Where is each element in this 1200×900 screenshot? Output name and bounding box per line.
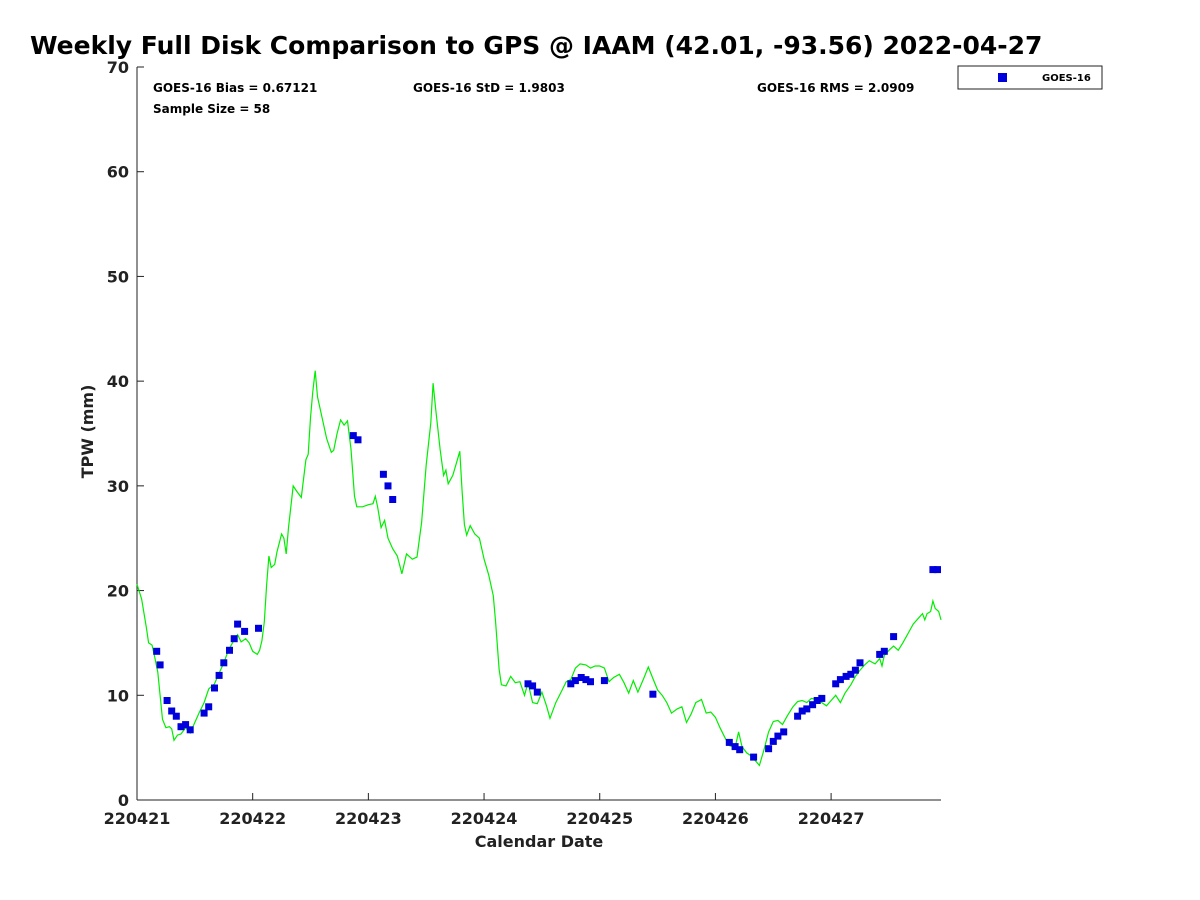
goes-16-point	[168, 707, 176, 715]
goes-16-point	[649, 690, 657, 698]
y-tick-label: 70	[107, 58, 129, 77]
x-tick-label: 220425	[566, 809, 633, 828]
goes-16-point	[836, 676, 844, 684]
goes-16-point	[876, 650, 884, 658]
y-tick-label: 20	[107, 582, 129, 601]
bias-stat: GOES-16 Bias = 0.67121	[153, 81, 317, 95]
goes-16-point	[731, 743, 739, 751]
goes-16-point	[177, 723, 185, 731]
x-tick-label: 220422	[219, 809, 286, 828]
goes-16-point	[813, 697, 821, 704]
goes-16-point	[241, 627, 249, 635]
goes-16-point	[803, 705, 811, 713]
goes-16-point	[736, 746, 744, 754]
goes-16-point	[890, 633, 898, 641]
goes-16-point	[255, 624, 262, 632]
goes-16-point	[205, 703, 213, 711]
goes-16-point	[587, 678, 594, 686]
x-tick-label: 220427	[798, 809, 865, 828]
goes-16-point	[809, 701, 817, 709]
legend-marker-goes-16	[998, 73, 1007, 82]
std-stat: GOES-16 StD = 1.9803	[413, 81, 565, 95]
goes-16-point	[349, 432, 357, 440]
goes-16-point	[220, 659, 228, 667]
y-tick-label: 10	[107, 686, 129, 705]
goes-16-point	[230, 635, 238, 643]
chart-title: Weekly Full Disk Comparison to GPS @ IAA…	[30, 31, 1042, 60]
goes-16-point	[389, 496, 397, 503]
goes-16-point	[842, 672, 850, 680]
sample-size-stat: Sample Size = 58	[153, 102, 270, 116]
goes-16-point	[215, 671, 223, 679]
goes-16-point	[765, 745, 773, 753]
goes-16-point	[384, 482, 392, 490]
legend-box	[957, 65, 1103, 90]
x-axis-label: Calendar Date	[475, 832, 604, 851]
goes-16-point	[750, 753, 758, 761]
goes-16-series-points	[153, 432, 941, 761]
x-tick-label: 220421	[104, 809, 171, 828]
x-axis-ticks: 220421 220422 220423 220424 220425 220426 2204…	[104, 793, 865, 828]
goes-16-point	[524, 680, 532, 688]
goes-16-point	[577, 674, 585, 681]
goes-16-point	[163, 697, 171, 704]
goes-16-point	[379, 470, 387, 478]
goes-16-point	[769, 737, 777, 745]
goes-16-point	[153, 647, 161, 655]
goes-16-point	[582, 676, 590, 684]
x-tick-label: 220426	[682, 809, 749, 828]
y-axis-label: TPW (mm)	[78, 385, 97, 479]
goes-16-point	[880, 647, 888, 655]
rms-stat: GOES-16 RMS = 2.0909	[757, 81, 914, 95]
goes-16-point	[832, 680, 840, 688]
gps-series-line	[136, 370, 942, 767]
goes-16-point	[798, 707, 806, 715]
goes-16-point	[934, 566, 941, 574]
goes-16-point	[600, 677, 608, 685]
y-tick-label: 0	[118, 791, 129, 810]
goes-16-point	[226, 646, 233, 654]
goes-16-point	[182, 721, 190, 729]
goes-16-point	[200, 709, 208, 717]
goes-16-point	[172, 712, 180, 720]
goes-16-point	[818, 694, 826, 702]
goes-16-point	[851, 666, 859, 674]
goes-16-point	[929, 566, 937, 574]
goes-16-point	[571, 677, 579, 685]
goes-16-point	[234, 620, 242, 628]
goes-16-point	[354, 436, 362, 444]
goes-16-point	[856, 659, 864, 667]
y-axis-ticks: 0 10 20 30 40 50 60 70	[107, 58, 144, 810]
y-tick-label: 30	[107, 477, 129, 496]
plot-area: 0 10 20 30 40 50 60 70 220421 220422 220423 220424…	[104, 58, 942, 828]
y-tick-label: 50	[107, 267, 129, 286]
goes-16-point	[156, 661, 164, 669]
x-tick-label: 220423	[335, 809, 402, 828]
goes-16-point	[725, 738, 733, 746]
goes-16-point	[529, 682, 537, 690]
y-tick-label: 40	[107, 372, 129, 391]
goes-16-point	[780, 728, 788, 736]
goes-16-point	[211, 684, 218, 692]
goes-16-point	[186, 726, 194, 734]
legend-label-goes-16: GOES-16	[1042, 73, 1091, 84]
goes-16-point	[847, 670, 855, 678]
goes-16-point	[533, 688, 541, 696]
goes-16-point	[794, 712, 802, 720]
x-tick-label: 220424	[451, 809, 518, 828]
goes-16-point	[567, 680, 575, 688]
legend: GOES-16	[957, 65, 1103, 90]
y-tick-label: 60	[107, 163, 129, 182]
goes-16-point	[774, 732, 782, 740]
